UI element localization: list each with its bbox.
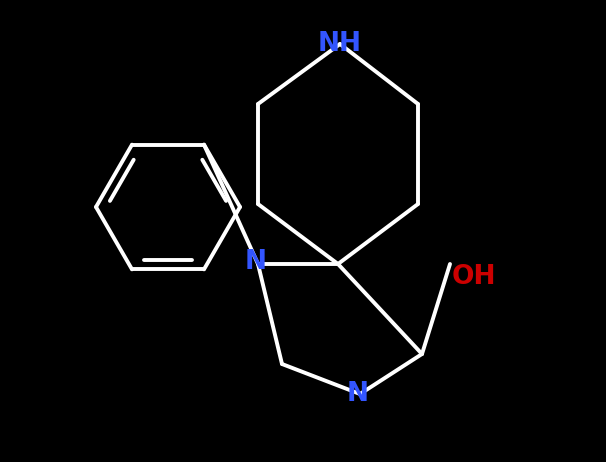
Text: N: N [245, 249, 267, 275]
Text: OH: OH [452, 264, 496, 290]
Text: N: N [347, 381, 369, 407]
Text: NH: NH [318, 31, 362, 57]
